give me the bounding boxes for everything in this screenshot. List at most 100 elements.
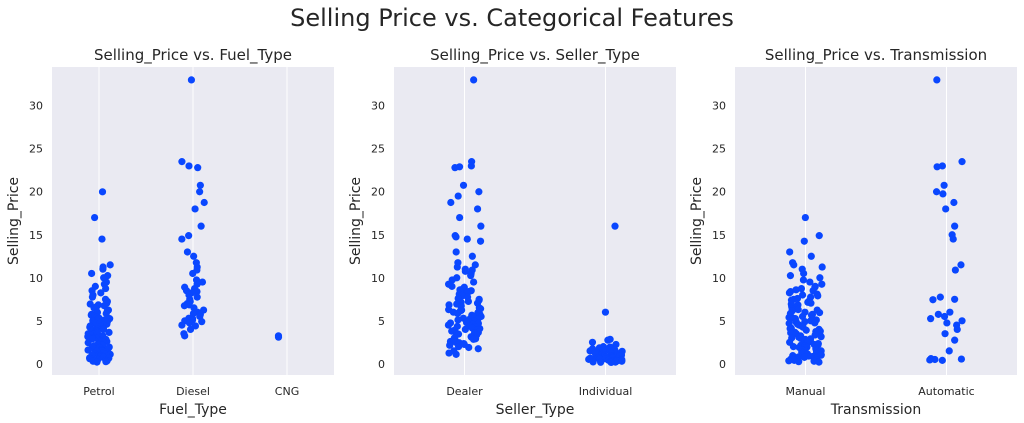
y-tick-label: 15 <box>371 229 385 242</box>
data-point <box>187 76 196 84</box>
data-point <box>183 248 192 256</box>
data-point <box>452 248 460 256</box>
y-tick-label: 10 <box>371 272 385 285</box>
data-point <box>786 272 795 280</box>
x-tick-label: Individual <box>579 385 633 398</box>
data-point <box>946 308 954 316</box>
data-point <box>461 267 469 275</box>
data-point <box>477 222 485 230</box>
data-point <box>475 188 483 196</box>
data-point <box>934 310 942 318</box>
data-point <box>200 198 208 207</box>
data-point <box>84 339 92 347</box>
y-tick-label: 5 <box>378 315 385 328</box>
data-point <box>451 164 459 172</box>
data-point <box>456 213 464 222</box>
data-point <box>185 232 193 240</box>
data-point <box>601 308 610 316</box>
data-point <box>180 302 188 310</box>
data-point <box>185 162 193 170</box>
data-point <box>186 325 195 333</box>
data-point <box>198 318 206 326</box>
data-point <box>798 291 807 299</box>
data-point <box>189 269 197 278</box>
data-point <box>951 222 959 230</box>
chart-panels: Selling_Price vs. Fuel_Type 0 5 10 15 20 25 30 P… <box>6 46 1017 418</box>
data-point <box>802 326 810 334</box>
data-point <box>93 358 101 366</box>
data-point <box>938 356 946 364</box>
x-tick-label: Dealer <box>446 385 483 398</box>
y-tick-label: 5 <box>719 315 726 328</box>
subplot-title: Selling_Price vs. Transmission <box>765 46 987 65</box>
data-point <box>933 163 941 171</box>
data-point <box>942 205 950 213</box>
y-tick-label: 10 <box>712 272 726 285</box>
y-tick-label: 30 <box>29 100 43 113</box>
data-point <box>463 235 471 243</box>
data-point <box>588 338 597 346</box>
data-point <box>815 358 823 366</box>
data-point <box>468 252 476 260</box>
data-point <box>958 158 966 166</box>
y-axis-label: Selling_Price <box>689 177 705 265</box>
data-point <box>958 317 966 325</box>
data-point <box>91 213 99 222</box>
data-point <box>800 353 809 361</box>
data-point <box>476 237 485 245</box>
data-point <box>807 252 815 260</box>
data-point <box>452 350 460 358</box>
data-point <box>926 356 934 364</box>
data-point <box>618 357 626 365</box>
y-tick-label: 0 <box>378 358 385 371</box>
data-point <box>454 316 462 324</box>
data-point <box>786 248 794 256</box>
plot-area <box>735 67 1017 375</box>
data-point <box>951 336 959 344</box>
y-tick-label: 25 <box>371 143 385 156</box>
data-point <box>191 205 199 213</box>
y-axis-label: Selling_Price <box>6 177 22 265</box>
data-point <box>818 280 826 288</box>
data-point <box>785 357 793 365</box>
data-point <box>448 282 456 290</box>
data-point <box>795 358 803 366</box>
data-point <box>97 289 105 297</box>
data-point <box>799 276 808 284</box>
data-point <box>940 312 949 321</box>
data-point <box>950 198 958 207</box>
data-point <box>806 278 814 286</box>
x-axis-label: Seller_Type <box>496 402 575 418</box>
y-axis-label: Selling_Price <box>348 177 364 265</box>
data-point <box>931 355 939 364</box>
data-point <box>939 190 947 198</box>
data-point <box>98 235 106 243</box>
data-point <box>474 345 482 353</box>
data-point <box>465 343 473 352</box>
y-tick-label: 0 <box>719 358 726 371</box>
data-point <box>197 222 205 230</box>
data-point <box>88 293 97 301</box>
subplot-1: Selling_Price vs. Fuel_Type 0 5 10 15 20 25 30 P… <box>6 46 334 418</box>
data-point <box>816 274 824 282</box>
data-point <box>453 263 461 271</box>
data-point <box>467 162 475 170</box>
x-tick-label: CNG <box>275 385 299 398</box>
data-point <box>464 297 472 306</box>
data-point <box>938 162 946 170</box>
y-tick-label: 0 <box>36 358 43 371</box>
data-point <box>102 358 110 366</box>
x-tick-label: Manual <box>786 385 826 398</box>
data-point <box>953 325 961 333</box>
data-point <box>607 358 615 367</box>
data-point <box>597 358 605 366</box>
data-point <box>196 181 204 189</box>
data-point <box>927 315 935 323</box>
data-point <box>800 237 808 245</box>
data-point <box>933 76 941 84</box>
subplot-2: Selling_Price vs. Seller_Type 0 5 10 15 20 25 3… <box>348 46 676 418</box>
data-point <box>797 284 806 293</box>
data-point <box>193 293 201 301</box>
data-point <box>815 309 824 317</box>
data-point <box>611 222 619 230</box>
